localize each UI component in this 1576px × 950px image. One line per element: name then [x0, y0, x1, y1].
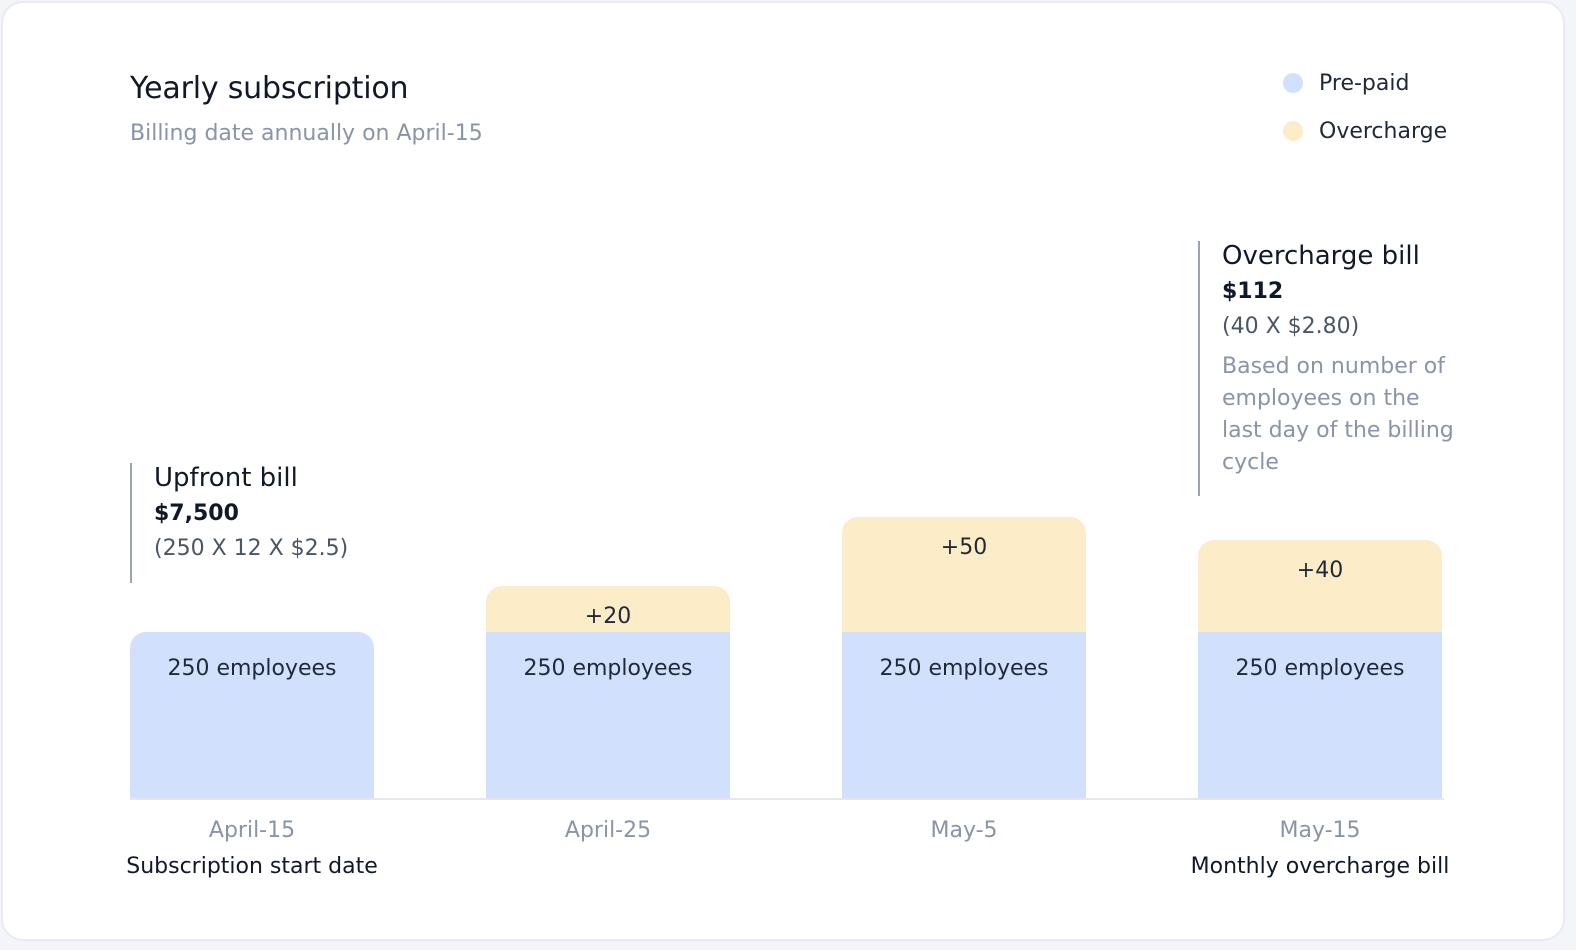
legend-label-prepaid: Pre-paid	[1319, 70, 1410, 96]
bar-prepaid-2: 250 employees	[842, 632, 1086, 798]
x-tick-label-2: May-5	[930, 818, 998, 843]
overcharge-bill-annotation: Overcharge bill $112 (40 X $2.80) Based …	[1198, 241, 1458, 496]
bar-prepaid-3: 250 employees	[1198, 632, 1442, 798]
bar-overcharge-label-2: +50	[940, 535, 988, 560]
x-tick-label-1: April-25	[564, 818, 652, 843]
bar-prepaid-label-3: 250 employees	[1235, 656, 1405, 681]
x-tick-label-3: May-15	[1279, 818, 1361, 843]
legend-dot-overcharge	[1283, 121, 1303, 141]
upfront-bill-formula: (250 X 12 X $2.5)	[154, 536, 349, 561]
bar-prepaid-0: 250 employees	[130, 632, 374, 798]
overcharge-bill-amount: $112	[1222, 279, 1284, 304]
overcharge-bill-formula: (40 X $2.80)	[1222, 314, 1360, 339]
upfront-bill-amount: $7,500	[154, 501, 239, 526]
x-tick-sublabel-3: Monthly overcharge bill	[1190, 854, 1450, 879]
chart-title: Yearly subscription	[130, 71, 409, 106]
bar-prepaid-label-0: 250 employees	[167, 656, 337, 681]
legend-label-overcharge: Overcharge	[1319, 118, 1448, 144]
bar-prepaid-label-1: 250 employees	[523, 656, 693, 681]
upfront-bill-title: Upfront bill	[154, 463, 298, 493]
bar-overcharge-label-1: +20	[584, 604, 632, 629]
legend-item-overcharge: Overcharge	[1283, 117, 1447, 145]
x-tick-sublabel-0: Subscription start date	[126, 854, 378, 879]
overcharge-bill-note: Based on number of employees on the last…	[1222, 354, 1454, 475]
bar-prepaid-1: 250 employees	[486, 632, 730, 798]
legend-dot-prepaid	[1283, 73, 1303, 93]
legend-item-prepaid: Pre-paid	[1283, 69, 1447, 97]
bar-overcharge-1: +20	[486, 586, 730, 632]
bar-overcharge-label-3: +40	[1296, 558, 1344, 583]
bar-overcharge-3: +40	[1198, 540, 1442, 632]
legend: Pre-paid Overcharge	[1283, 69, 1447, 145]
bar-overcharge-2: +50	[842, 517, 1086, 632]
x-tick-label-0: April-15	[208, 818, 296, 843]
chart-subtitle: Billing date annually on April-15	[130, 121, 483, 146]
upfront-bill-annotation: Upfront bill $7,500 (250 X 12 X $2.5)	[130, 463, 410, 583]
overcharge-bill-title: Overcharge bill	[1222, 241, 1420, 271]
bar-prepaid-label-2: 250 employees	[879, 656, 1049, 681]
x-axis-baseline	[130, 798, 1444, 800]
plot-area: 250 employees 250 employees +20 250 employe…	[3, 3, 1567, 943]
